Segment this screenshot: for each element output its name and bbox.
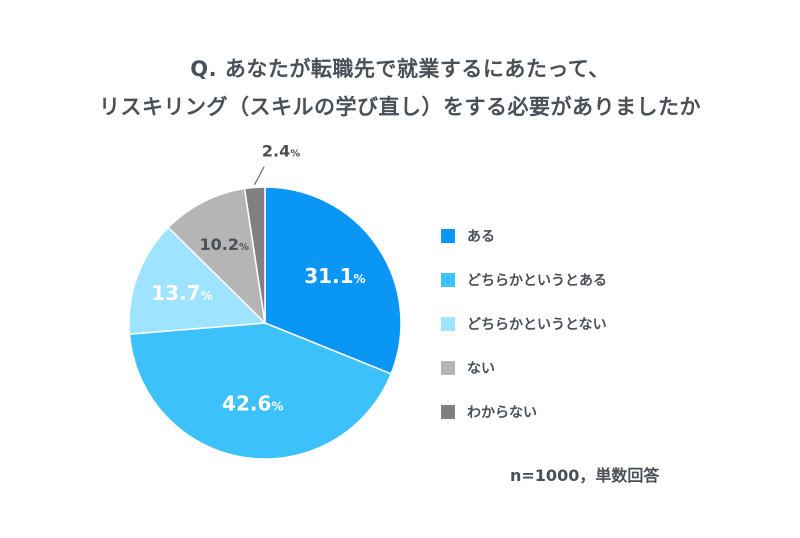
legend-label: ない (467, 361, 495, 377)
title-line-1: Q. あなたが転職先で就業するにあたって、 (190, 57, 610, 81)
legend-label: わからない (467, 405, 537, 421)
legend-swatch (441, 273, 455, 287)
pie-slice (128, 226, 267, 335)
pie-slice (243, 186, 266, 324)
legend-item: どちらかというとない (441, 313, 607, 335)
legend-label: どちらかというとある (467, 273, 607, 289)
leader-line (254, 166, 265, 185)
legend-label: ある (467, 229, 495, 245)
legend: ある どちらかというとある どちらかというとない ない わからない (441, 225, 607, 445)
legend-item: ない (441, 357, 607, 379)
data-label: 42.6% (222, 392, 283, 416)
pie-slice (167, 187, 267, 326)
chart-title: Q. あなたが転職先で就業するにあたって、 リスキリング（スキルの学び直し）をす… (0, 50, 800, 126)
pie-slice (264, 186, 402, 375)
sample-note: n=1000，単数回答 (510, 466, 660, 485)
data-label: 31.1% (304, 264, 365, 288)
legend-swatch (441, 405, 455, 419)
pie-slice (128, 322, 393, 460)
legend-item: ある (441, 225, 607, 247)
legend-swatch (441, 361, 455, 375)
legend-label: どちらかというとない (467, 317, 607, 333)
legend-item: わからない (441, 401, 607, 423)
title-line-2: リスキリング（スキルの学び直し）をする必要がありましたか (99, 95, 701, 119)
data-label: 2.4% (262, 141, 300, 160)
data-label: 13.7% (151, 281, 212, 305)
legend-item: どちらかというとある (441, 269, 607, 291)
data-label: 10.2% (199, 235, 249, 254)
legend-swatch (441, 229, 455, 243)
legend-swatch (441, 317, 455, 331)
